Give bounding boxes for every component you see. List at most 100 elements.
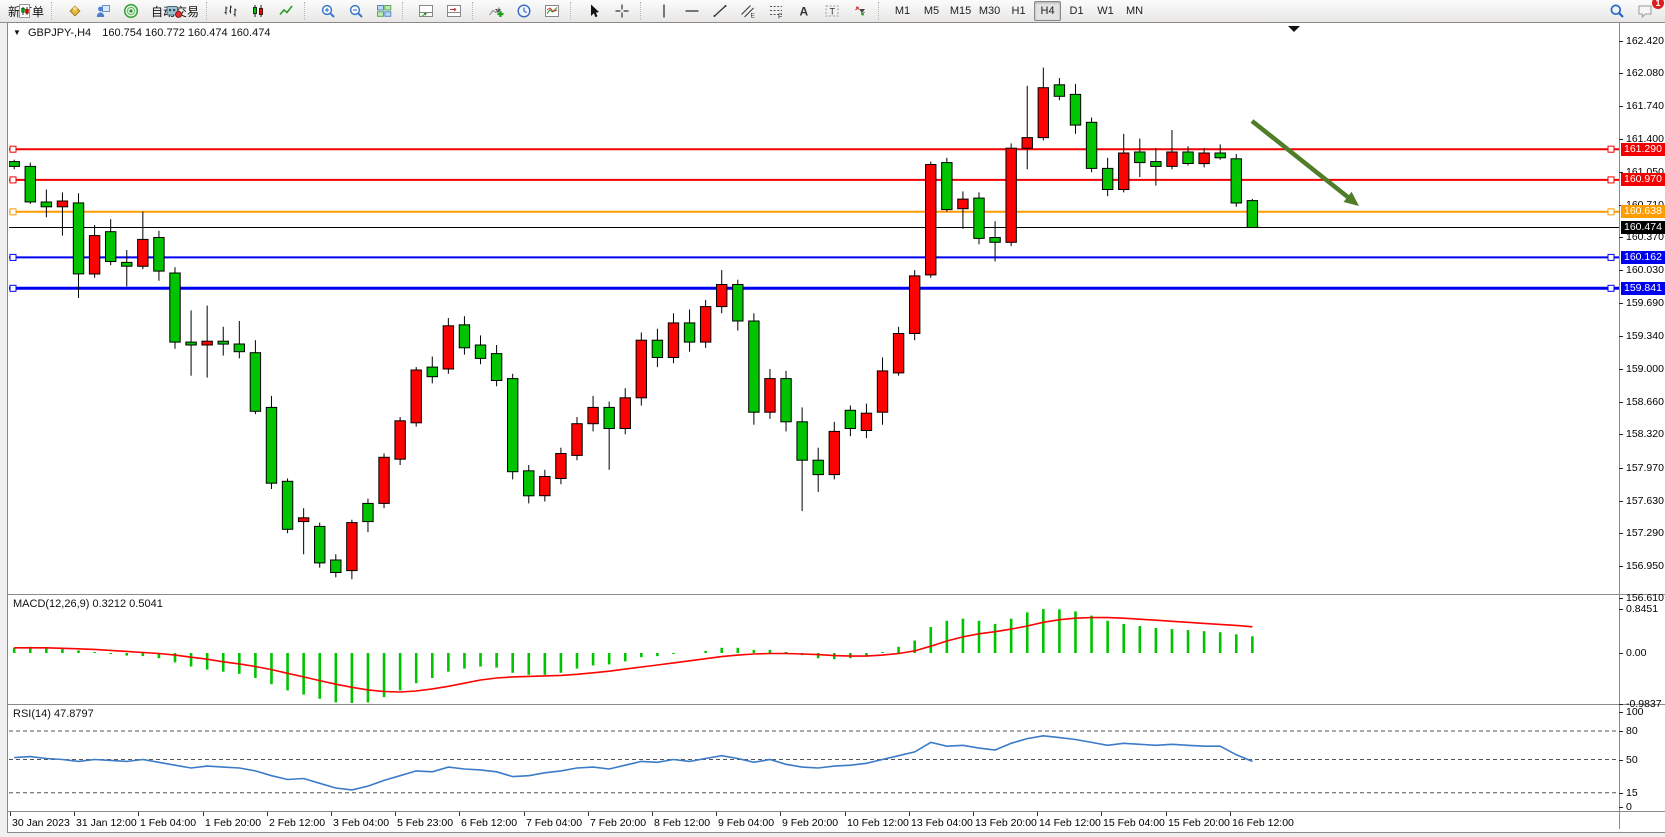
candle-body (297, 517, 310, 523)
candle-body (410, 369, 422, 424)
timeframe-d1-button[interactable]: D1 (1069, 5, 1084, 17)
macd-axis-tick (1619, 609, 1623, 610)
timeframe-h4-button[interactable]: H4 (1034, 1, 1062, 21)
candle-body (378, 456, 390, 504)
macd-pane[interactable] (9, 595, 1619, 703)
time-axis-label: 1 Feb 04:00 (140, 817, 197, 829)
time-axis-tick (1101, 812, 1102, 816)
candle-body (876, 370, 889, 413)
timeframe-w1-button[interactable]: W1 (1097, 5, 1114, 17)
timeframe-h1-button[interactable]: H1 (1011, 5, 1026, 17)
text-label-button[interactable]: T (818, 0, 846, 22)
profiles-button[interactable] (61, 0, 89, 22)
candle-body (40, 201, 53, 208)
text-button[interactable]: A (790, 0, 818, 22)
price-axis-tick (1619, 139, 1623, 140)
resistance-line-2-price-label: 160.970 (1621, 173, 1665, 186)
chart-dropdown-icon[interactable]: ▼ (13, 28, 21, 37)
resistance-line-2-right-handle[interactable] (1607, 176, 1615, 184)
price-axis-tick (1619, 73, 1623, 74)
equidistant-channel-button[interactable]: E (734, 0, 762, 22)
pane-separator[interactable] (8, 704, 1665, 705)
add-indicator-button[interactable] (482, 0, 510, 22)
svg-text:T: T (830, 7, 836, 17)
timeframe-mn-button[interactable]: MN (1125, 5, 1144, 17)
notification-badge: 1 (1652, 0, 1664, 9)
arrows-button[interactable] (846, 0, 874, 22)
candle-chart-type-button[interactable] (244, 0, 272, 22)
candle-body (780, 378, 792, 423)
support-line-2-right-handle[interactable] (1607, 284, 1615, 292)
signals-button[interactable] (117, 0, 145, 22)
price-axis-tick (1619, 566, 1623, 567)
time-axis-label: 13 Feb 04:00 (911, 817, 973, 829)
crosshair-button[interactable] (608, 0, 636, 22)
time-axis-label: 15 Feb 20:00 (1168, 817, 1230, 829)
cursor-button[interactable] (580, 0, 608, 22)
toolbar-separator (640, 2, 647, 20)
chat-button[interactable]: 1 (1631, 0, 1664, 22)
timeframe-m5-button[interactable]: M5 (923, 5, 940, 17)
horizontal-line-button[interactable] (678, 0, 706, 22)
price-axis-tick (1619, 468, 1623, 469)
price-axis-tick (1619, 434, 1623, 435)
indicator-window-button[interactable] (412, 0, 440, 22)
zoom-in-button[interactable] (314, 0, 342, 22)
new-order-button[interactable]: 新订单 (2, 0, 47, 22)
candle-body (523, 470, 535, 497)
trend-arrow[interactable] (1250, 119, 1352, 201)
timeframe-m1-button[interactable]: M1 (894, 5, 911, 17)
tile-icon (377, 5, 392, 17)
rsi-pane[interactable] (9, 705, 1619, 811)
main-chart-pane[interactable] (9, 24, 1619, 593)
fibonacci-button[interactable]: F (762, 0, 790, 22)
resistance-line-1-left-handle[interactable] (9, 145, 17, 153)
candle-body (1198, 152, 1210, 165)
support-line-1-right-handle[interactable] (1607, 253, 1615, 261)
resistance-line-1-right-handle[interactable] (1607, 145, 1615, 153)
toolbar-separator (472, 2, 479, 20)
autotrading-button[interactable]: 自动交易 (145, 0, 202, 22)
clock-icon (517, 4, 531, 18)
vertical-line-button[interactable] (650, 0, 678, 22)
support-line-2-left-handle[interactable] (9, 284, 17, 292)
price-axis-tick (1619, 41, 1623, 42)
rsi-axis-tick (1619, 731, 1623, 732)
pivot-line-price-label: 160.638 (1621, 205, 1665, 218)
price-axis-tick (1619, 270, 1623, 271)
line-chart-type-button[interactable] (272, 0, 300, 22)
period-separator-button[interactable] (440, 0, 468, 22)
candle-body (651, 339, 664, 359)
candle-body (1118, 152, 1130, 190)
candle-body (217, 340, 229, 345)
pane-separator[interactable] (8, 594, 1665, 595)
periods-button[interactable] (510, 0, 538, 22)
community-button[interactable] (89, 0, 117, 22)
candle-body (748, 320, 760, 413)
time-axis-tick (10, 812, 11, 816)
pivot-line-left-handle[interactable] (9, 208, 17, 216)
resistance-line-2-left-handle[interactable] (9, 176, 17, 184)
search-button[interactable] (1603, 0, 1631, 22)
templates-button[interactable] (538, 0, 566, 22)
macd-axis-label: -0.9837 (1626, 698, 1662, 710)
candle-body (1069, 93, 1082, 126)
tile-windows-button[interactable] (370, 0, 398, 22)
rsi-axis-label: 0 (1626, 801, 1632, 813)
candle-body (1037, 87, 1050, 139)
time-axis-label: 16 Feb 12:00 (1232, 817, 1294, 829)
chart-shift-marker[interactable] (1288, 26, 1300, 32)
linechart-icon (279, 5, 293, 16)
candle-body (88, 235, 101, 275)
svg-text:F: F (778, 14, 782, 20)
candle-body (716, 284, 728, 308)
timeframe-m15-button[interactable]: M15 (949, 5, 972, 17)
bar-chart-type-button[interactable] (216, 0, 244, 22)
candle-body (1230, 158, 1242, 204)
support-line-1-left-handle[interactable] (9, 253, 17, 261)
time-axis-label: 2 Feb 12:00 (269, 817, 326, 829)
pivot-line-right-handle[interactable] (1607, 208, 1615, 216)
trendline-button[interactable] (706, 0, 734, 22)
timeframe-m30-button[interactable]: M30 (978, 5, 1001, 17)
zoom-out-button[interactable] (342, 0, 370, 22)
